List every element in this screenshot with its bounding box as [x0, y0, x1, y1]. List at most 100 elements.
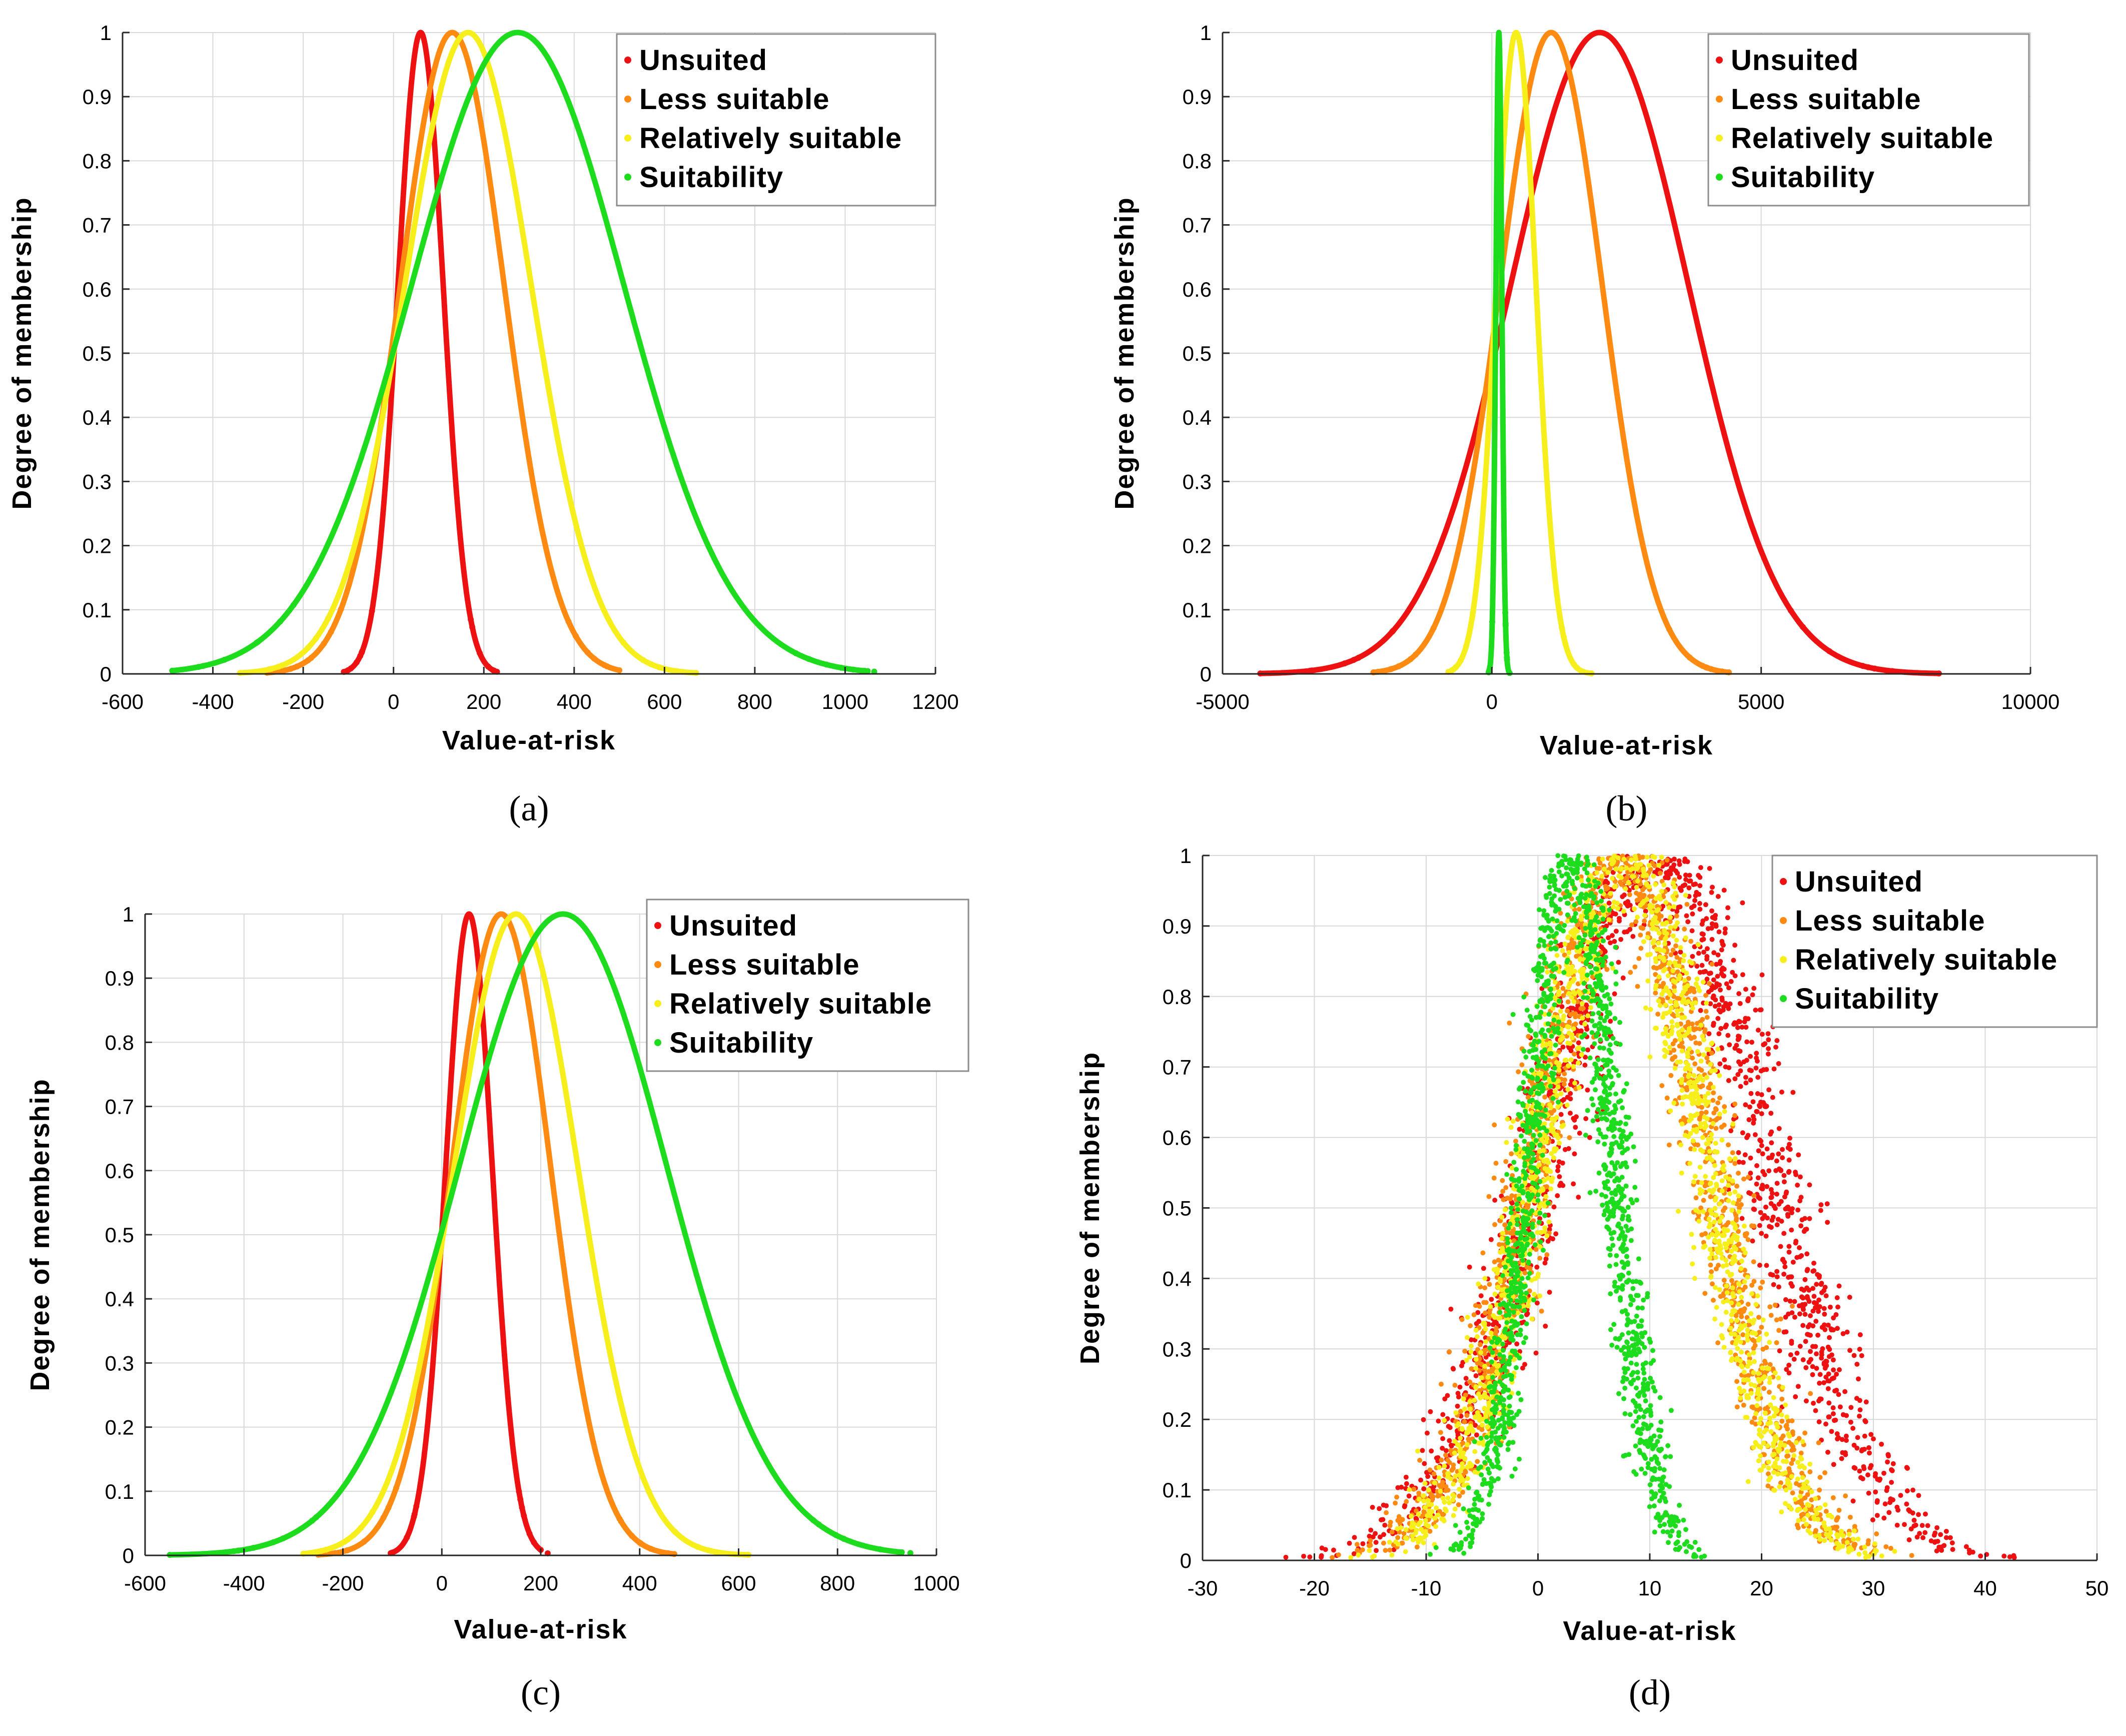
series-point	[1666, 966, 1672, 972]
series-point	[1834, 1295, 1840, 1300]
series-point	[1725, 1004, 1731, 1010]
series-point	[1552, 980, 1558, 985]
series-point	[1801, 1288, 1807, 1293]
series-point	[1932, 1530, 1938, 1536]
series-point	[1414, 1544, 1420, 1550]
series-point	[1751, 1259, 1756, 1265]
series-point	[1505, 1117, 1510, 1122]
series-point	[1659, 854, 1664, 860]
series-point	[1683, 893, 1688, 898]
series-point	[1676, 1032, 1682, 1038]
legend-marker	[654, 1039, 661, 1046]
series-point	[1539, 1308, 1544, 1314]
series-point	[1681, 958, 1686, 964]
series-point	[1748, 1091, 1754, 1096]
series-point	[1768, 1402, 1773, 1408]
series-point	[1794, 1522, 1800, 1528]
series-point	[1762, 1172, 1767, 1177]
series-point	[1682, 978, 1687, 983]
series-point	[1469, 1366, 1474, 1371]
series-point	[1690, 1026, 1696, 1032]
series-point	[1851, 1442, 1857, 1448]
series-point	[1605, 870, 1611, 875]
series-point	[1779, 1089, 1784, 1095]
series-point	[1425, 1474, 1431, 1479]
series-point	[1476, 1281, 1481, 1287]
series-point	[1655, 1012, 1661, 1017]
series-point	[1457, 1448, 1463, 1454]
series-point	[1808, 1530, 1813, 1536]
series-point	[1799, 624, 1806, 630]
series-point	[1421, 1498, 1427, 1504]
series-point	[1497, 1315, 1503, 1321]
series-point	[1780, 1155, 1785, 1161]
series-point	[1745, 1237, 1751, 1242]
series-point	[1656, 862, 1662, 868]
series-point	[1871, 665, 1878, 672]
series-relatively-suitable	[300, 911, 752, 1558]
series-point	[1759, 1434, 1764, 1439]
series-point	[647, 1545, 654, 1552]
series-point	[1813, 1528, 1818, 1533]
series-point	[1717, 1073, 1722, 1078]
x-axis-label: Value-at-risk	[454, 1614, 627, 1644]
series-point	[1411, 1486, 1417, 1492]
series-point	[1482, 1383, 1487, 1389]
series-point	[1790, 1457, 1796, 1462]
series-point	[1690, 1006, 1695, 1011]
series-point	[1703, 1110, 1709, 1115]
series-point	[1447, 1349, 1452, 1354]
y-tick-label: 1	[1200, 21, 1212, 45]
series-point	[1776, 1151, 1781, 1157]
series-point	[1943, 1528, 1949, 1534]
series-point	[1665, 1034, 1671, 1039]
series-point	[1632, 853, 1638, 859]
series-point	[1774, 1191, 1779, 1197]
series-point	[1395, 1535, 1401, 1540]
series-point	[1802, 1465, 1807, 1471]
series-point	[1582, 1063, 1588, 1068]
series-point	[1602, 866, 1607, 872]
series-point	[1815, 1332, 1821, 1338]
series-point	[1686, 1074, 1691, 1079]
series-point	[1576, 1060, 1581, 1066]
series-curve	[1257, 30, 1942, 676]
series-point	[1819, 1325, 1825, 1330]
series-point	[1759, 1111, 1764, 1117]
series-point	[1825, 1322, 1831, 1328]
series-point	[1660, 1031, 1666, 1037]
series-point	[1776, 1375, 1781, 1381]
series-point	[1560, 1017, 1566, 1022]
series-point	[1861, 1464, 1866, 1469]
series-point	[1847, 1295, 1852, 1300]
series-point	[1781, 1173, 1787, 1178]
series-point	[1671, 904, 1677, 910]
legend-box	[646, 899, 969, 1072]
series-point	[1533, 1276, 1538, 1281]
series-point	[1694, 1111, 1700, 1117]
series-point	[1797, 1198, 1803, 1204]
series-point	[1963, 1544, 1969, 1549]
series-point	[1447, 1500, 1452, 1505]
series-point	[1786, 1249, 1792, 1255]
series-point	[1800, 1486, 1805, 1491]
series-point	[1774, 1181, 1780, 1186]
series-point	[1638, 861, 1643, 867]
series-point	[1795, 1182, 1800, 1188]
series-point	[1879, 1553, 1884, 1559]
series-point	[1574, 948, 1580, 954]
series-point	[1336, 1552, 1341, 1557]
series-point	[1712, 1004, 1718, 1009]
series-point	[1771, 1470, 1776, 1475]
series-point	[1398, 1525, 1404, 1530]
series-point	[1645, 931, 1651, 937]
series-point	[1713, 1195, 1719, 1201]
series-point	[1707, 1247, 1713, 1252]
series-point	[1851, 1528, 1857, 1533]
series-point	[1708, 1136, 1714, 1142]
series-point	[1777, 1484, 1782, 1489]
series-point	[1452, 1382, 1458, 1388]
series-point	[1722, 1057, 1727, 1063]
series-point	[1925, 1523, 1930, 1528]
